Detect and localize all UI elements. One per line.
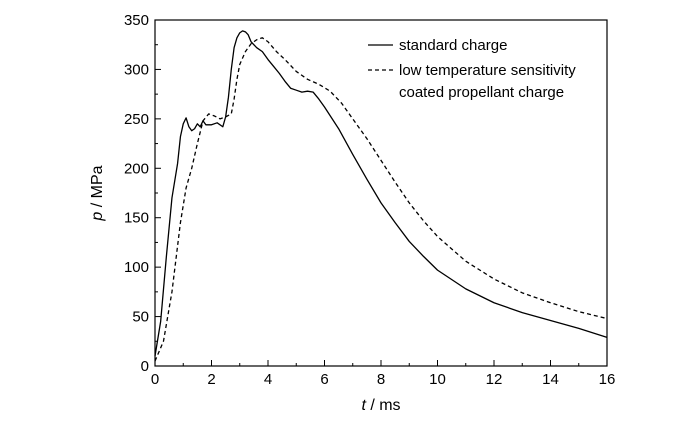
x-axis-unit: / ms <box>366 397 401 414</box>
y-tick-label: 350 <box>124 12 149 29</box>
x-axis-label: t / ms <box>361 397 400 414</box>
ticks-layer: 0 2 4 6 8 10 12 14 16 0 50 100 150 200 250 300 350 <box>124 12 615 388</box>
x-axis-variable: t <box>361 397 366 414</box>
series-line-coated <box>154 37 608 362</box>
series-line-standard <box>154 30 608 357</box>
y-axis-variable: p <box>89 212 106 222</box>
y-tick-label: 200 <box>124 160 149 177</box>
x-tick-label: 4 <box>264 371 272 388</box>
x-tick-label: 16 <box>599 371 616 388</box>
series-layer <box>154 30 608 362</box>
legend-label-coated: low temperature sensitivity coated propel… <box>399 62 576 101</box>
x-tick-label: 0 <box>151 371 159 388</box>
x-tick-label: 12 <box>486 371 503 388</box>
x-tick-label: 8 <box>377 371 385 388</box>
y-tick-label: 50 <box>132 309 149 326</box>
x-tick-label: 6 <box>320 371 328 388</box>
x-tick-label: 10 <box>429 371 446 388</box>
y-tick-label: 150 <box>124 210 149 227</box>
y-axis-label: p / MPa <box>89 165 106 221</box>
y-tick-label: 300 <box>124 61 149 78</box>
y-tick-label: 100 <box>124 259 149 276</box>
x-tick-label: 14 <box>542 371 559 388</box>
x-tick-label: 2 <box>207 371 215 388</box>
y-tick-label: 250 <box>124 111 149 128</box>
legend: standard charge low temperature sensitiv… <box>368 37 576 101</box>
y-tick-label: 0 <box>141 358 149 375</box>
y-axis-unit: / MPa <box>89 165 106 211</box>
legend-label-standard: standard charge <box>399 37 507 54</box>
